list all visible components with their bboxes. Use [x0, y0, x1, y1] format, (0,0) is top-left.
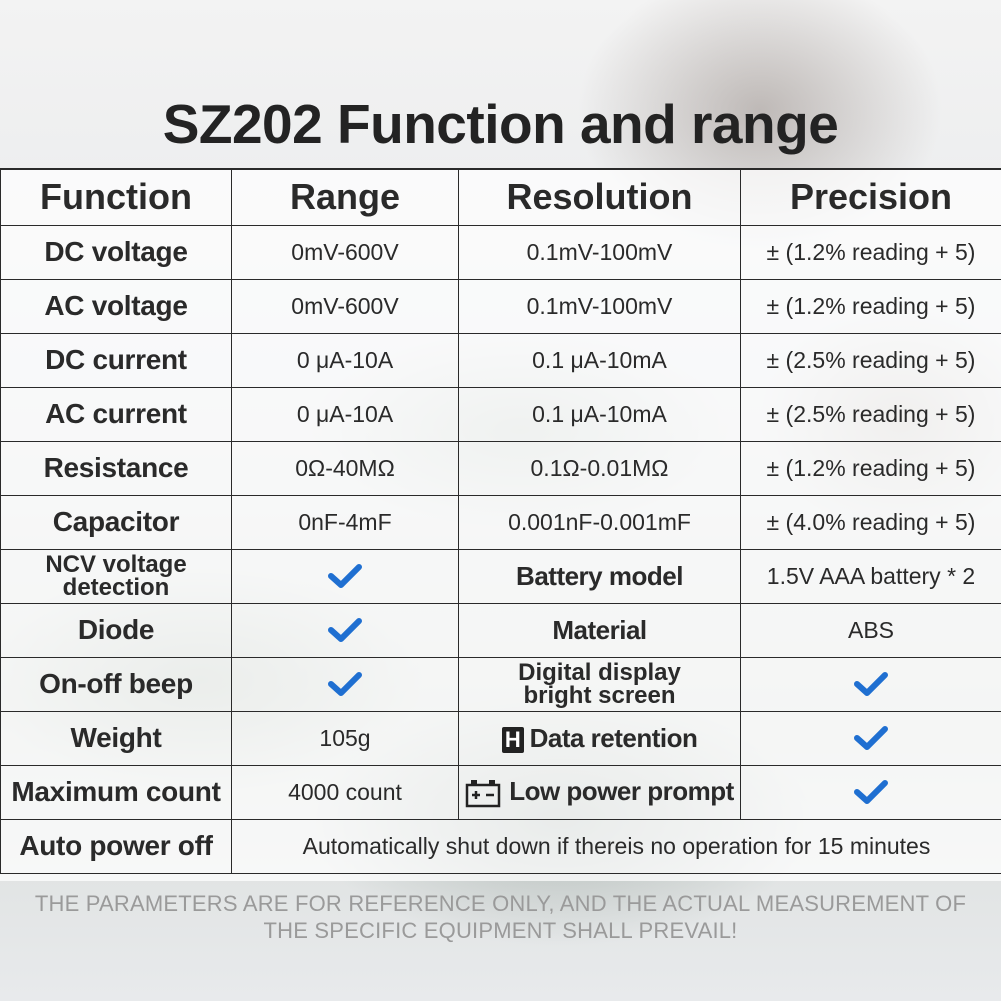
cell-range: 0mV-600V: [231, 224, 459, 280]
table-row: Resistance 0Ω-40MΩ 0.1Ω-0.01MΩ ± (1.2% r…: [0, 440, 1001, 496]
low-power-cell: Low power prompt: [458, 764, 741, 820]
cell-precision: ± (1.2% reading + 5): [740, 278, 1001, 334]
ncv-label-line2: detection: [62, 574, 170, 601]
table-row: Weight 105g H Data retention: [0, 710, 1001, 766]
cell-precision: ± (1.2% reading + 5): [740, 440, 1001, 496]
cell-resolution: 0.1 μA-10mA: [458, 386, 741, 442]
low-power-check-cell: [740, 764, 1001, 820]
max-count-label: Maximum count: [0, 764, 232, 820]
check-icon: [854, 726, 888, 750]
low-power-label: Low power prompt: [509, 775, 734, 806]
table-row: Maximum count 4000 count Low power promp…: [0, 764, 1001, 820]
cell-precision: ± (2.5% reading + 5): [740, 332, 1001, 388]
ncv-check-cell: [231, 548, 459, 604]
check-icon: [854, 780, 888, 804]
battery-icon: [465, 780, 501, 808]
check-icon: [328, 564, 362, 588]
table-row: NCV voltage detection Battery model 1.5V…: [0, 548, 1001, 604]
cell-function: AC current: [0, 386, 232, 442]
table-row: Diode Material ABS: [0, 602, 1001, 658]
header-range: Range: [231, 168, 459, 226]
disclaimer-line1: THE PARAMETERS ARE FOR REFERENCE ONLY, A…: [34, 891, 967, 916]
table-row: On-off beep Digital display bright scree…: [0, 656, 1001, 712]
onoff-beep-label: On-off beep: [0, 656, 232, 712]
battery-model-value: 1.5V AAA battery * 2: [740, 548, 1001, 604]
cell-function: Capacitor: [0, 494, 232, 550]
cell-range: 0nF-4mF: [231, 494, 459, 550]
material-value: ABS: [740, 602, 1001, 658]
hold-icon: H: [501, 726, 524, 753]
cell-function: DC voltage: [0, 224, 232, 280]
digital-display-line2: bright screen: [523, 682, 676, 709]
data-retention-cell: H Data retention: [458, 710, 741, 766]
auto-power-off-label: Auto power off: [0, 818, 232, 874]
table-row: AC current 0 μA-10A 0.1 μA-10mA ± (2.5% …: [0, 386, 1001, 442]
diode-check-cell: [231, 602, 459, 658]
auto-power-off-value: Automatically shut down if thereis no op…: [231, 818, 1001, 874]
material-label: Material: [458, 602, 741, 658]
cell-function: Resistance: [0, 440, 232, 496]
check-icon: [328, 618, 362, 642]
data-retention-check-cell: [740, 710, 1001, 766]
cell-function: DC current: [0, 332, 232, 388]
header-precision: Precision: [740, 168, 1001, 226]
cell-precision: ± (1.2% reading + 5): [740, 224, 1001, 280]
cell-range: 0Ω-40MΩ: [231, 440, 459, 496]
cell-range: 0 μA-10A: [231, 332, 459, 388]
cell-function: AC voltage: [0, 278, 232, 334]
cell-precision: ± (2.5% reading + 5): [740, 386, 1001, 442]
table-row: Capacitor 0nF-4mF 0.001nF-0.001mF ± (4.0…: [0, 494, 1001, 550]
spec-table: Function Range Resolution Precision DC v…: [0, 168, 1001, 874]
table-header-row: Function Range Resolution Precision: [0, 168, 1001, 226]
digital-display-label: Digital display bright screen: [458, 656, 741, 712]
cell-range: 0 μA-10A: [231, 386, 459, 442]
digital-display-line1: Digital display: [518, 659, 681, 686]
disclaimer-line2: THE SPECIFIC EQUIPMENT SHALL PREVAIL!: [263, 918, 738, 943]
page-title: SZ202 Function and range: [162, 93, 839, 155]
cell-resolution: 0.1mV-100mV: [458, 278, 741, 334]
table-row: DC current 0 μA-10A 0.1 μA-10mA ± (2.5% …: [0, 332, 1001, 388]
check-icon: [328, 672, 362, 696]
table-row: Auto power off Automatically shut down i…: [0, 818, 1001, 874]
weight-value: 105g: [231, 710, 459, 766]
cell-range: 0mV-600V: [231, 278, 459, 334]
data-retention-label: Data retention: [529, 722, 698, 753]
table-row: DC voltage 0mV-600V 0.1mV-100mV ± (1.2% …: [0, 224, 1001, 280]
ncv-label-line1: NCV voltage: [45, 551, 187, 578]
ncv-detection-label: NCV voltage detection: [0, 548, 232, 604]
diode-label: Diode: [0, 602, 232, 658]
battery-model-label: Battery model: [458, 548, 741, 604]
table-row: AC voltage 0mV-600V 0.1mV-100mV ± (1.2% …: [0, 278, 1001, 334]
disclaimer: THE PARAMETERS ARE FOR REFERENCE ONLY, A…: [0, 890, 1001, 944]
check-icon: [854, 672, 888, 696]
digital-display-check-cell: [740, 656, 1001, 712]
cell-resolution: 0.1Ω-0.01MΩ: [458, 440, 741, 496]
cell-resolution: 0.001nF-0.001mF: [458, 494, 741, 550]
max-count-value: 4000 count: [231, 764, 459, 820]
cell-resolution: 0.1mV-100mV: [458, 224, 741, 280]
header-resolution: Resolution: [458, 168, 741, 226]
weight-label: Weight: [0, 710, 232, 766]
onoff-beep-check-cell: [231, 656, 459, 712]
header-function: Function: [0, 168, 232, 226]
cell-resolution: 0.1 μA-10mA: [458, 332, 741, 388]
cell-precision: ± (4.0% reading + 5): [740, 494, 1001, 550]
